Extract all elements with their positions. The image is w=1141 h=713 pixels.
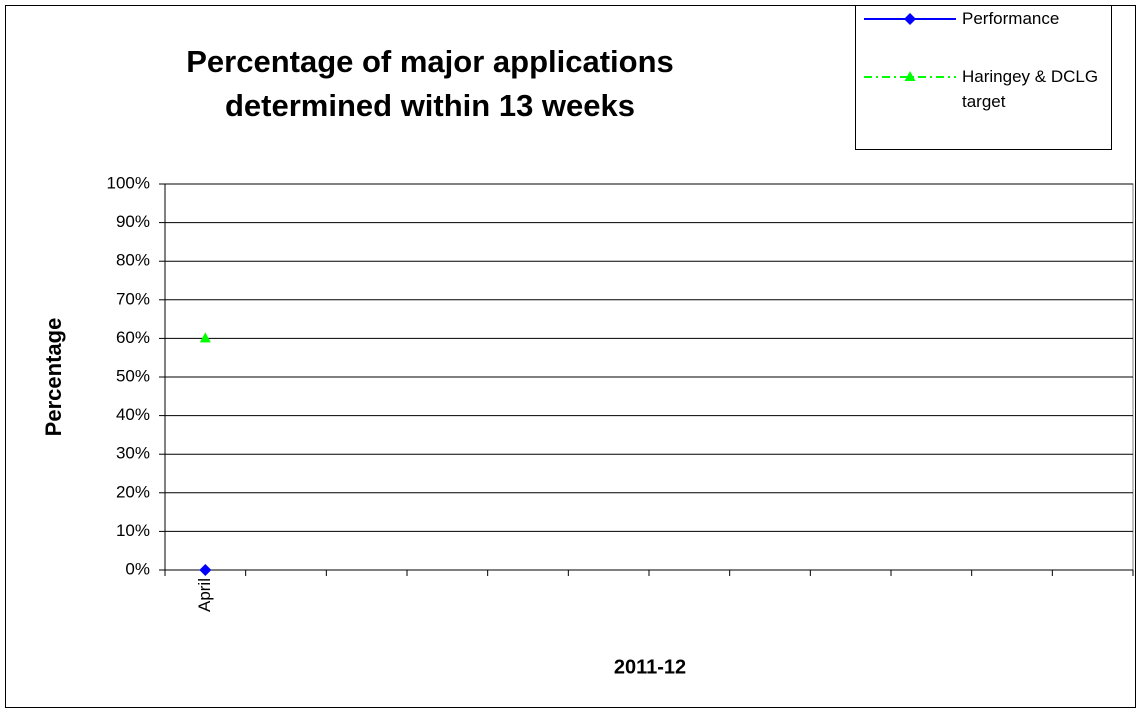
x-axis-label: 2011-12 bbox=[614, 656, 686, 678]
y-tick-label: 60% bbox=[116, 328, 150, 347]
y-tick-label: 10% bbox=[116, 521, 150, 540]
x-tick-label: April bbox=[195, 578, 214, 612]
y-tick-label: 40% bbox=[116, 405, 150, 424]
legend-label: Performance bbox=[962, 9, 1060, 28]
y-tick-label: 50% bbox=[116, 366, 150, 385]
y-tick-label: 20% bbox=[116, 482, 150, 501]
legend-label: Haringey & DCLG target bbox=[962, 67, 1099, 111]
y-axis-label: Percentage bbox=[41, 318, 66, 437]
y-tick-label: 70% bbox=[116, 289, 150, 308]
y-tick-label: 80% bbox=[116, 251, 150, 270]
chart-border bbox=[5, 5, 1136, 708]
chart-title: Percentage of major applications determi… bbox=[186, 44, 674, 123]
y-tick-label: 90% bbox=[116, 212, 150, 231]
legend-item: Haringey & DCLG target bbox=[856, 64, 1111, 124]
y-tick-label: 100% bbox=[107, 173, 150, 192]
y-tick-label: 0% bbox=[125, 559, 150, 578]
legend: Performance Haringey & DCLG target bbox=[855, 5, 1112, 150]
legend-swatch bbox=[864, 13, 956, 25]
diamond-marker bbox=[199, 564, 212, 576]
y-tick-label: 30% bbox=[116, 444, 150, 463]
legend-item: Performance bbox=[856, 6, 1111, 66]
legend-swatch bbox=[864, 71, 956, 81]
triangle-marker bbox=[199, 332, 211, 343]
diamond-marker bbox=[904, 13, 916, 25]
triangle-marker bbox=[904, 71, 916, 81]
